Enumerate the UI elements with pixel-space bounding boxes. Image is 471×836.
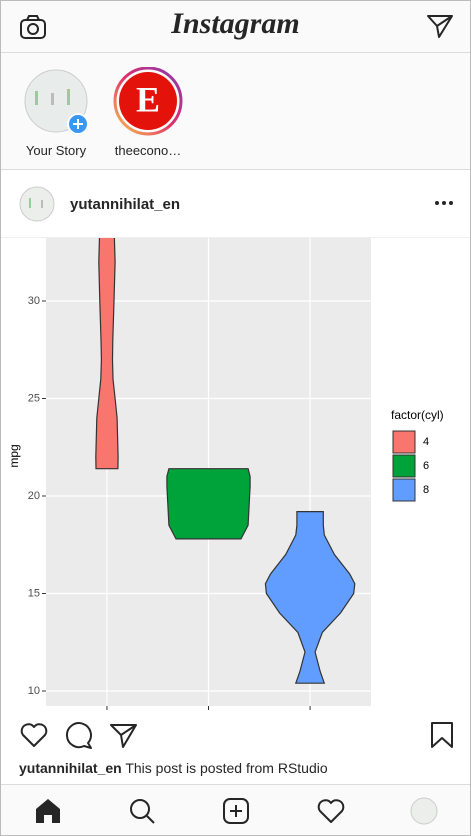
legend-title: factor(cyl) (391, 408, 444, 422)
camera-icon[interactable] (19, 14, 47, 40)
caption-user[interactable]: yutannihilat_en (19, 760, 122, 776)
more-icon[interactable] (433, 199, 455, 207)
home-icon[interactable] (34, 797, 62, 825)
story-label: theecono… (114, 143, 182, 158)
app-title: Instagram (171, 7, 300, 40)
your-story-avatar[interactable] (21, 67, 91, 137)
story-letter: E (136, 79, 160, 119)
chart: mpg factor(cyl) 10 15 20 25 30 4 6 8 (7, 238, 444, 710)
y-tick-label: 10 (28, 685, 40, 697)
post-actions (1, 713, 470, 757)
like-icon[interactable] (19, 721, 49, 749)
top-bar: Instagram (1, 1, 470, 53)
violin (95, 238, 119, 470)
post-avatar[interactable] (19, 186, 55, 222)
y-tick-label: 15 (28, 587, 40, 599)
comment-icon[interactable] (64, 721, 94, 749)
legend-key (392, 478, 416, 502)
story-label: Your Story (25, 143, 87, 158)
violin (166, 468, 251, 540)
profile-icon[interactable] (410, 797, 438, 825)
save-icon[interactable] (429, 721, 455, 749)
post-username[interactable]: yutannihilat_en (70, 196, 181, 213)
y-tick-label: 20 (28, 490, 40, 502)
legend-key (392, 454, 416, 478)
search-icon[interactable] (128, 797, 156, 825)
direct-icon[interactable] (426, 13, 454, 39)
legend-key (392, 430, 416, 454)
violin (264, 511, 356, 684)
y-axis-label: mpg (7, 444, 21, 467)
stories-bar: Your Story E theecono… (1, 53, 470, 170)
y-tick-label: 30 (28, 295, 40, 307)
legend-label: 4 (423, 436, 429, 448)
story-avatar[interactable]: E (113, 67, 183, 137)
bottom-nav (1, 784, 470, 835)
y-tick-label: 25 (28, 392, 40, 404)
caption: yutannihilat_en This post is posted from… (19, 760, 328, 776)
new-post-icon[interactable] (222, 797, 250, 825)
caption-text: This post is posted from RStudio (125, 760, 328, 776)
share-icon[interactable] (109, 721, 139, 749)
legend-label: 8 (423, 484, 429, 496)
post-header: yutannihilat_en (1, 171, 470, 238)
legend-label: 6 (423, 460, 429, 472)
activity-icon[interactable] (316, 797, 346, 825)
